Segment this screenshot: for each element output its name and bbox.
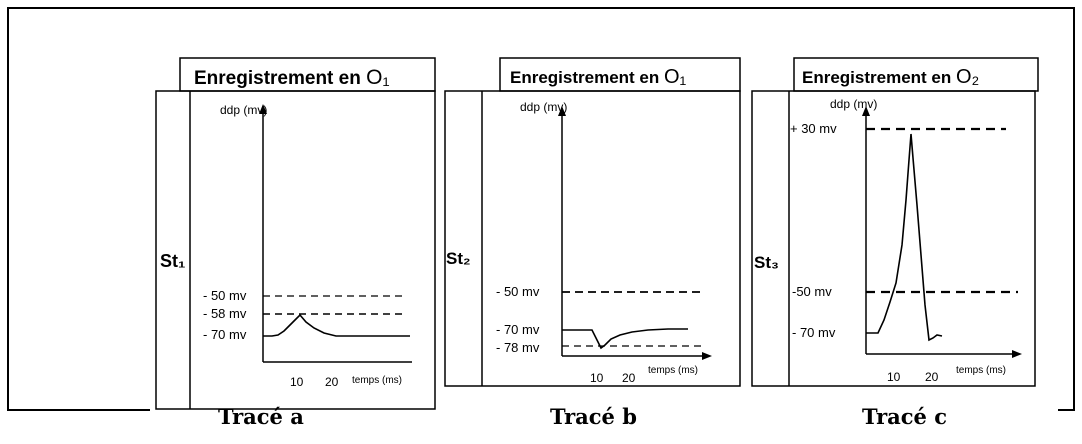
panel-a-level-label-3: - 70 mv <box>203 327 247 342</box>
panel-a-title-prefix: Enregistrement en <box>194 68 366 89</box>
panel-c: Enregistrement en O₂ St₃ ddp (mv) + 30 m… <box>751 57 1039 387</box>
caption-trace-c: Tracé c <box>862 404 948 429</box>
panel-a-frame <box>155 90 436 410</box>
panel-c-level-label-3: - 70 mv <box>792 325 836 340</box>
panel-c-level-label-2: -50 mv <box>792 284 832 299</box>
panel-a-x-tick-20: 20 <box>325 375 339 389</box>
panel-a-x-label: temps (ms) <box>352 375 402 386</box>
panel-a-y-arrow <box>259 104 267 114</box>
panel-a-level-label-2: - 58 mv <box>203 306 247 321</box>
panel-a-stimulus: St₁ <box>160 251 185 271</box>
panel-c-stimulus: St₃ <box>754 253 779 272</box>
panel-b-x-label: temps (ms) <box>648 365 698 376</box>
panel-b-y-arrow <box>558 106 566 116</box>
outer-frame-line <box>7 7 1075 411</box>
panel-a-level-label-1: - 50 mv <box>203 288 247 303</box>
panel-a-x-tick-10: 10 <box>290 375 304 389</box>
panel-c-title-prefix: Enregistrement en <box>802 68 956 87</box>
panel-b: Enregistrement en O₁ St₂ ddp (mv) - 50 m… <box>444 57 741 387</box>
panel-b-level-label-1: - 50 mv <box>496 284 540 299</box>
panel-c-x-arrow <box>1012 350 1022 358</box>
panel-b-level-label-2: - 70 mv <box>496 322 540 337</box>
panel-c-x-tick-10: 10 <box>887 370 901 384</box>
caption-trace-b: Tracé b <box>550 404 637 429</box>
panel-c-title: Enregistrement en O₂ <box>802 66 979 88</box>
panel-c-level-label-1: + 30 mv <box>790 121 837 136</box>
panel-c-frame <box>751 90 1036 387</box>
panel-c-trace <box>866 133 943 342</box>
panel-c-x-label: temps (ms) <box>956 365 1006 376</box>
panel-c-x-tick-20: 20 <box>925 370 939 384</box>
outer-frame <box>7 7 1075 411</box>
panel-c-title-electrode: O₂ <box>956 66 979 88</box>
panel-b-level-label-3: - 78 mv <box>496 340 540 355</box>
panel-c-title-box <box>793 57 1039 92</box>
panel-b-x-tick-10: 10 <box>590 371 604 385</box>
panel-b-title: Enregistrement en O₁ <box>510 66 687 88</box>
panel-a-title-electrode: O₁ <box>366 66 389 89</box>
panel-b-x-tick-20: 20 <box>622 371 636 385</box>
panel-b-y-label: ddp (mv) <box>520 100 567 114</box>
panel-b-title-prefix: Enregistrement en <box>510 68 664 87</box>
panel-c-y-label: ddp (mv) <box>830 97 877 111</box>
panel-b-trace <box>562 328 688 350</box>
panel-b-x-arrow <box>702 352 712 360</box>
panel-b-title-electrode: O₁ <box>664 66 687 88</box>
panel-a-trace <box>263 313 410 337</box>
panel-c-y-arrow <box>862 106 870 116</box>
panel-a-title: Enregistrement en O₁ <box>194 66 390 89</box>
caption-trace-a: Tracé a <box>218 404 304 429</box>
panel-b-title-box <box>499 57 741 92</box>
panel-b-frame <box>444 90 741 387</box>
panel-b-stimulus: St₂ <box>446 249 471 268</box>
panel-a: Enregistrement en O₁ St₁ ddp (mv) - 50 m… <box>155 57 436 410</box>
panel-a-y-label: ddp (mv) <box>220 103 267 117</box>
